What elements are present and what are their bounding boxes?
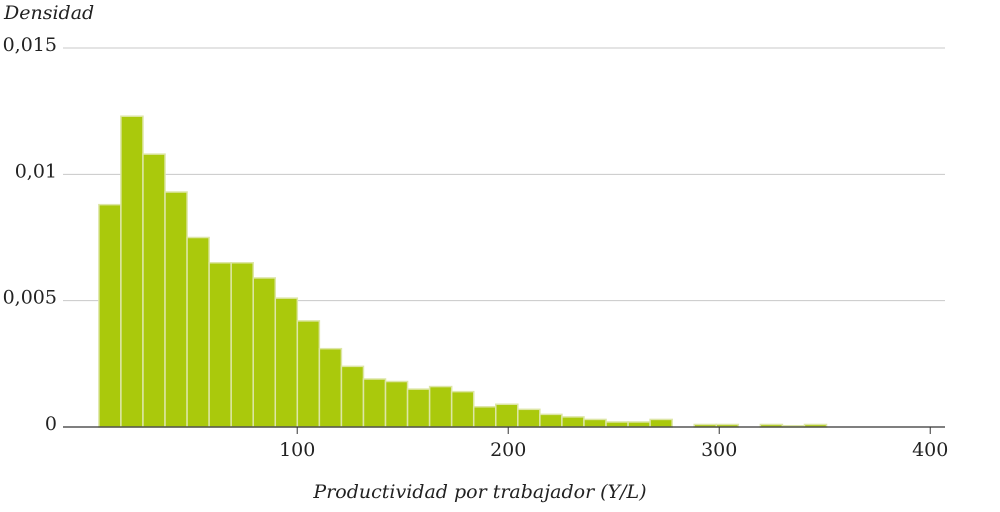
bar [649, 418, 673, 428]
bar [472, 406, 497, 428]
bar [186, 236, 210, 428]
y-tick-label: 0,015 [3, 34, 57, 56]
bar [539, 413, 563, 428]
bar [605, 421, 629, 428]
x-tick-label: 300 [701, 439, 737, 461]
bar [627, 421, 651, 428]
bar [230, 262, 254, 428]
bar [406, 388, 431, 428]
y-axis-label: Densidad [3, 2, 94, 24]
bar [340, 365, 365, 428]
bar [517, 408, 541, 428]
x-tick-label: 400 [912, 439, 948, 461]
bar [450, 390, 475, 428]
bar [142, 153, 166, 428]
bar [495, 403, 519, 428]
bar [318, 347, 343, 428]
bar [384, 380, 409, 428]
bar [583, 418, 607, 428]
x-axis-label: Productividad por trabajador (Y/L) [312, 481, 646, 503]
y-tick-label: 0,01 [15, 160, 57, 182]
x-tick-label: 200 [490, 439, 526, 461]
y-tick-label: 0,005 [3, 287, 57, 309]
x-tick-label: 100 [279, 439, 315, 461]
bar [274, 297, 299, 428]
bar [252, 277, 277, 428]
bar [164, 191, 188, 428]
bar [296, 320, 321, 428]
bar [120, 115, 144, 428]
bar [208, 262, 232, 428]
bar [98, 203, 122, 428]
bar [362, 378, 387, 428]
bar [561, 416, 585, 428]
bar [428, 385, 453, 428]
y-tick-label: 0 [45, 413, 57, 435]
